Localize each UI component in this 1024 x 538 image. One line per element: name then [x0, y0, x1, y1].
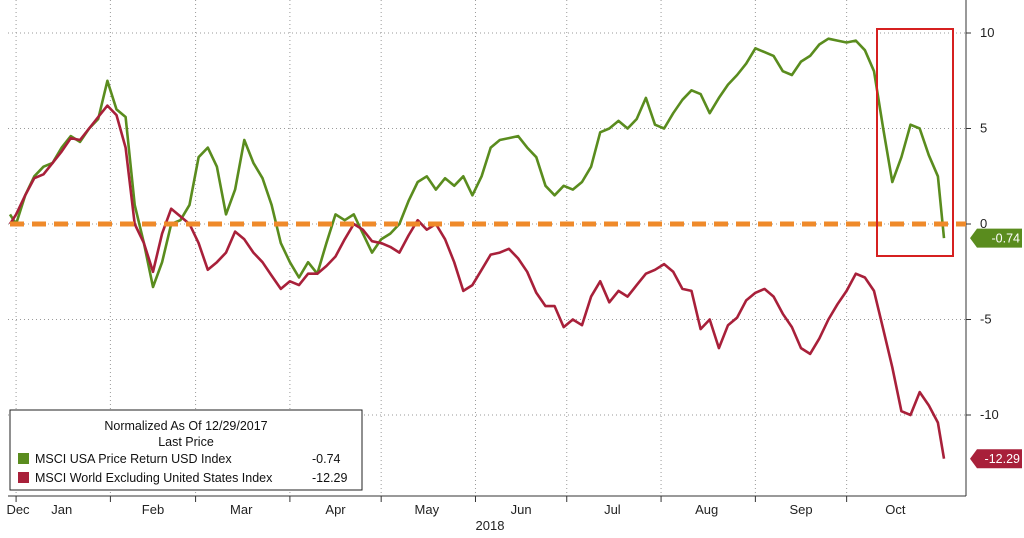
legend-value-usa: -0.74	[312, 452, 341, 466]
x-tick-label: Aug	[695, 502, 718, 517]
highlight-box	[876, 28, 954, 257]
axes	[8, 0, 967, 497]
legend-label-usa: MSCI USA Price Return USD Index	[35, 452, 232, 466]
last-value-tag-text-world-ex-us: -12.29	[985, 452, 1020, 466]
x-tick-label: Mar	[230, 502, 253, 517]
x-axis-ticks: Dec Jan Feb Mar Apr May Jun Jul Aug Sep Oct	[6, 496, 906, 517]
legend: Normalized As Of 12/29/2017 Last Price M…	[9, 409, 363, 491]
last-value-tags: -0.74 -12.29	[970, 228, 1022, 469]
last-value-tag-usa	[970, 228, 1022, 248]
last-value-tag-text-usa: -0.74	[992, 232, 1021, 246]
grid	[8, 0, 966, 496]
x-tick-label: Oct	[885, 502, 906, 517]
year-label: 2018	[476, 518, 505, 533]
y-tick-label: 10	[980, 25, 994, 40]
legend-swatch-usa	[18, 453, 29, 464]
series-layer	[8, 37, 946, 459]
legend-label-world-ex-us: MSCI World Excluding United States Index	[35, 471, 273, 485]
legend-box	[9, 409, 363, 491]
y-axis-ticks: 10 5 0 -5 -10	[966, 25, 999, 422]
y-tick-label: -10	[980, 407, 999, 422]
legend-value-world-ex-us: -12.29	[312, 471, 347, 485]
x-tick-label: May	[415, 502, 440, 517]
y-tick-label: 5	[980, 121, 987, 136]
series-line-world-ex-us	[8, 104, 946, 459]
legend-subtitle: Last Price	[158, 435, 214, 449]
x-tick-label: Dec	[6, 502, 30, 517]
x-tick-label: Jan	[51, 502, 72, 517]
y-tick-label: 0	[980, 216, 987, 231]
series-line-usa	[8, 37, 946, 289]
x-tick-label: Sep	[789, 502, 812, 517]
x-tick-label: Jun	[511, 502, 532, 517]
last-value-tag-world-ex-us	[970, 449, 1022, 469]
legend-title: Normalized As Of 12/29/2017	[104, 419, 267, 433]
y-tick-label: -5	[980, 312, 992, 327]
x-tick-label: Apr	[325, 502, 346, 517]
x-tick-label: Feb	[142, 502, 164, 517]
legend-swatch-world-ex-us	[18, 472, 29, 483]
x-tick-label: Jul	[604, 502, 621, 517]
